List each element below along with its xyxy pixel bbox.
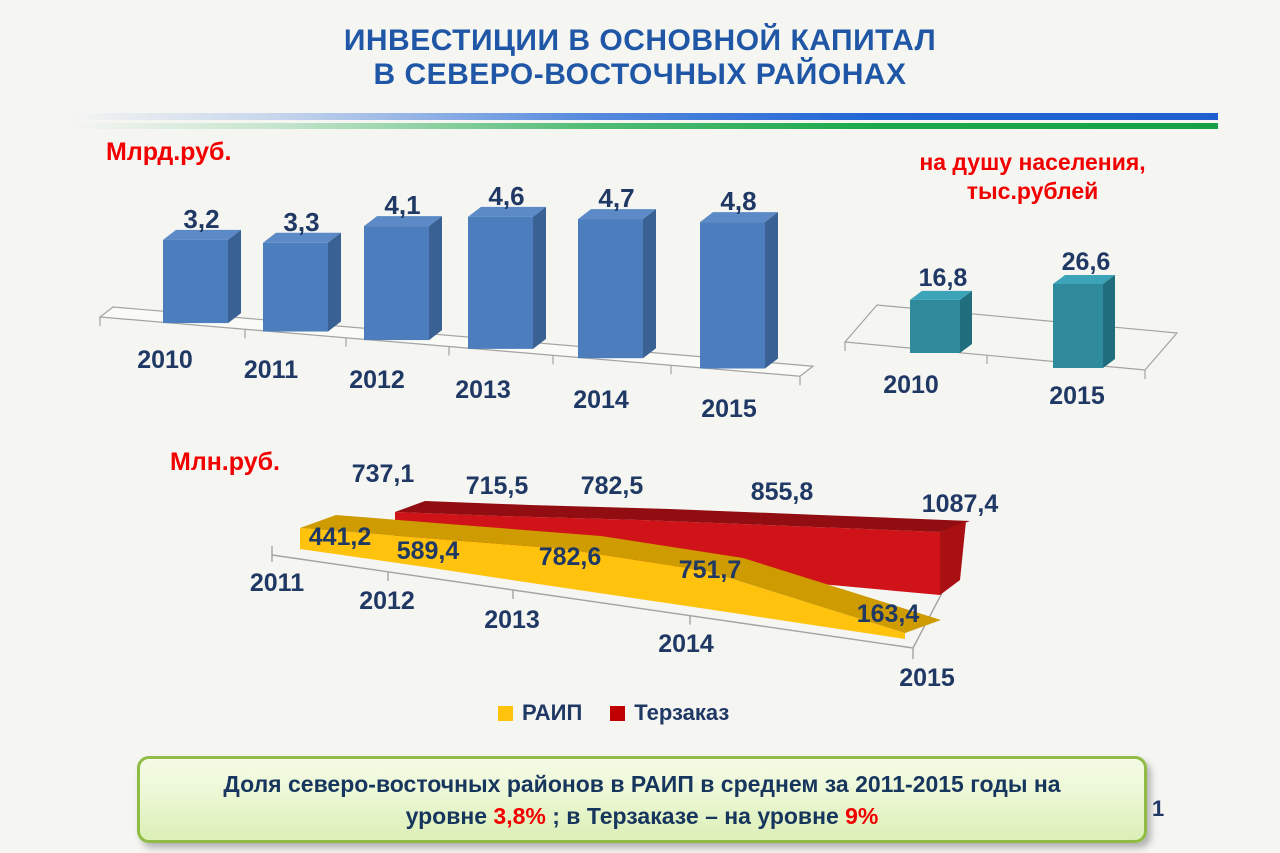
chart1-value-label: 4,7 [598, 183, 634, 213]
chart1-value-label: 3,3 [283, 207, 319, 237]
chart3-terzakaz-value-label: 737,1 [352, 460, 415, 488]
legend-item-raip: РАИП [498, 700, 582, 726]
bar-side-face [228, 229, 241, 324]
chart3-category-label: 2013 [484, 606, 540, 634]
chart1-category-label: 2014 [573, 386, 629, 414]
chart3-category-label: 2011 [250, 569, 304, 597]
bar-front-face [263, 242, 328, 332]
bar-top-face [700, 212, 778, 223]
slide-title-line2: В СЕВЕРО-ВОСТОЧНЫХ РАЙОНАХ [373, 58, 907, 91]
chart3-category-label: 2014 [658, 630, 714, 658]
chart2-value-label: 16,8 [919, 264, 968, 292]
slide-title-line1: ИНВЕСТИЦИИ В ОСНОВНОЙ КАПИТАЛ [343, 24, 937, 57]
chart2-category-label: 2015 [1049, 382, 1105, 410]
chart2-value-label: 26,6 [1062, 248, 1111, 276]
bar-top-face [578, 209, 656, 220]
chart3-raip-value-label: 782,6 [539, 543, 602, 571]
chart3-raip-value-label: 163,4 [857, 600, 920, 628]
bar-top-face [263, 232, 341, 243]
chart3-category-label: 2012 [359, 587, 415, 615]
chart3-terzakaz-value-label: 1087,4 [922, 490, 999, 518]
chart1-value-label: 4,8 [720, 186, 756, 216]
bar-top-face [163, 229, 241, 240]
bar-top-face [1053, 274, 1115, 284]
chart3-axis [271, 554, 914, 649]
chart2-category-label: 2010 [883, 371, 939, 399]
chart1-value-label: 3,2 [183, 204, 219, 234]
chart1-value-label: 4,6 [488, 181, 524, 211]
bar-top-face [910, 290, 972, 300]
bar-front-face [163, 239, 228, 324]
ribbon-raip-top [300, 515, 941, 633]
legend-swatch-terzakaz [610, 705, 626, 721]
ribbon-terzakaz-end-cap [940, 521, 966, 595]
footer-note: Доля северо-восточных районов в РАИП в с… [137, 756, 1147, 843]
chart2-floor [843, 304, 1179, 371]
chart1-category-label: 2012 [349, 366, 405, 394]
slide-title: ИНВЕСТИЦИИ В ОСНОВНОЙ КАПИТАЛ В СЕВЕРО-В… [0, 24, 1280, 92]
chart3-category-label: 2015 [899, 664, 955, 692]
bar-side-face [960, 290, 972, 353]
bar-top-face [364, 216, 442, 227]
footer-highlight-raip: 3,8% [493, 802, 546, 829]
bar-side-face [765, 212, 778, 369]
divider-green [70, 123, 1218, 129]
chart3-terzakaz-value-label: 782,5 [581, 472, 644, 500]
chart3-terzakaz-value-label: 855,8 [751, 478, 814, 506]
legend-label-terzakaz: Терзаказ [634, 700, 730, 725]
footer-line2: уровне 3,8% ; в Терзаказе – на уровне 9% [405, 802, 879, 829]
page-number: 1 [1152, 796, 1165, 821]
chart1-category-label: 2010 [137, 346, 193, 374]
bar-side-face [643, 209, 656, 359]
legend-swatch-raip [498, 705, 513, 721]
chart3-terzakaz-value-label: 715,5 [466, 472, 529, 500]
chart2-title: на душу населения, тыс.рублей [919, 149, 1146, 204]
footer-line1: Доля северо-восточных районов в РАИП в с… [223, 770, 1061, 797]
bar-front-face [468, 216, 533, 349]
chart3-raip-value-label: 751,7 [679, 556, 742, 584]
bar-front-face [1053, 283, 1103, 368]
bar-front-face [578, 219, 643, 359]
bar-side-face [429, 216, 442, 341]
ribbon-terzakaz-top [395, 501, 970, 532]
legend-item-terzakaz: Терзаказ [610, 700, 729, 726]
bar-top-face [468, 206, 546, 217]
chart3-raip-value-label: 589,4 [397, 537, 460, 565]
bar-front-face [910, 299, 960, 353]
bar-side-face [1103, 274, 1115, 368]
bar-front-face [700, 222, 765, 369]
chart3-raip-value-label: 441,2 [309, 523, 372, 551]
chart1-category-label: 2011 [244, 356, 298, 384]
legend-label-raip: РАИП [522, 700, 583, 725]
chart1-value-label: 4,1 [384, 190, 420, 220]
bar-side-face [533, 206, 546, 349]
chart1-unit-label: Млрд.руб. [106, 138, 232, 166]
chart3-legend: РАИП Терзаказ [498, 700, 729, 726]
chart1-category-label: 2013 [455, 376, 511, 404]
bar-side-face [328, 232, 341, 332]
footer-highlight-terzakaz: 9% [845, 802, 879, 829]
ribbon-raip-front [300, 528, 905, 639]
chart1-category-label: 2015 [701, 395, 757, 423]
chart3-unit-label: Млн.руб. [170, 448, 280, 476]
bar-front-face [364, 226, 429, 341]
divider-blue [70, 113, 1218, 120]
